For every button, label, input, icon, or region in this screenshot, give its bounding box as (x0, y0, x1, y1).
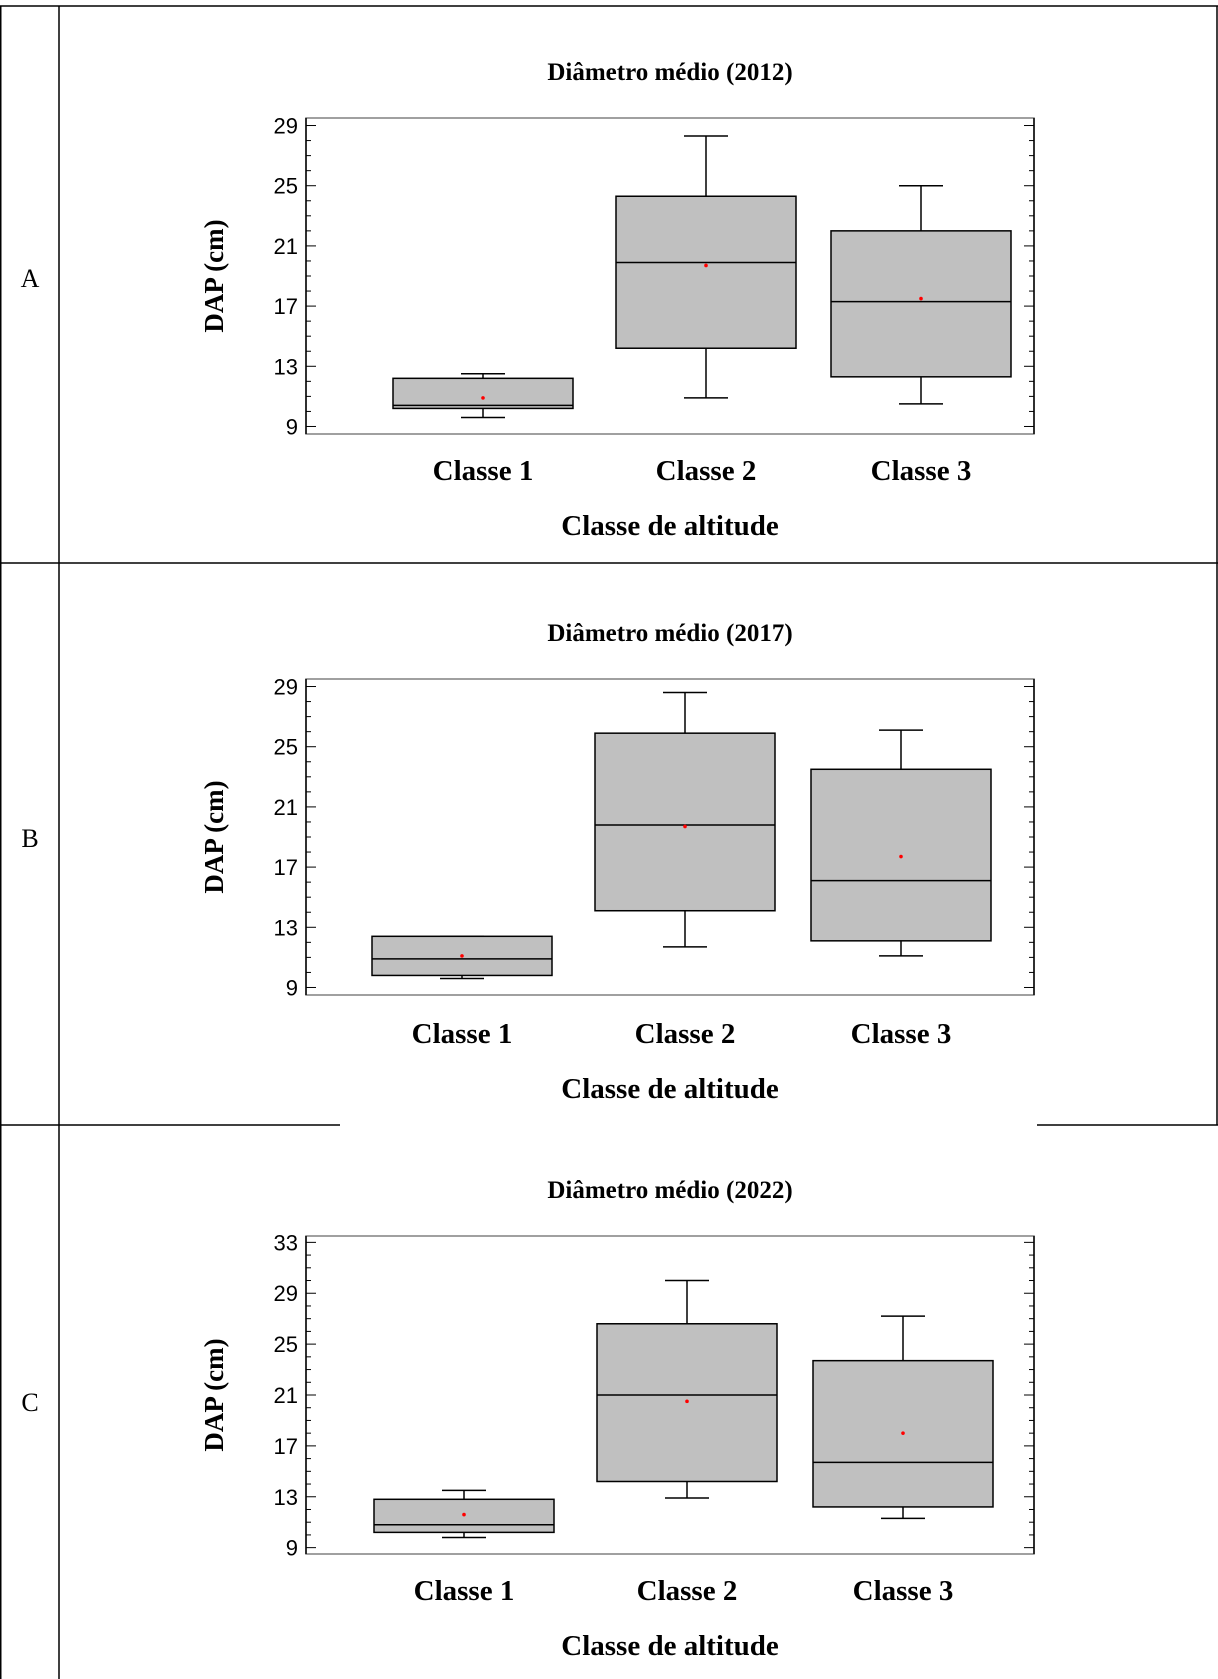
box-1 (371, 935, 553, 980)
boxplot-chart-2017: Diâmetro médio (2017) 9 13 17 21 25 29 DAP (cm)… (199, 620, 1035, 1105)
y-tick-label: 17 (274, 1434, 298, 1459)
y-tick-label: 21 (274, 1383, 298, 1408)
y-tick-label: 29 (274, 114, 298, 139)
chart-title: Diâmetro médio (2022) (547, 1177, 792, 1204)
y-tick-label: 25 (274, 1332, 298, 1357)
mean-marker (899, 854, 903, 859)
iqr-box (830, 230, 1012, 378)
mean-marker (901, 1431, 905, 1435)
panel-a: A Diâmetro médio (2012) 9 13 17 21 25 29 DAP (c… (0, 0, 1218, 563)
box-1 (392, 373, 574, 419)
box-2 (596, 1279, 778, 1499)
box-3 (812, 1315, 994, 1520)
y-tick-label: 29 (274, 675, 298, 700)
panel-c: C Diâmetro médio (2022) 9 13 17 21 25 29 33 DAP … (0, 1125, 1218, 1679)
mean-marker (481, 396, 485, 400)
y-tick-label: 25 (274, 735, 298, 760)
x-axis-label: Classe de altitude (561, 510, 779, 542)
box-3 (830, 184, 1012, 405)
boxplot-chart-2012: Diâmetro médio (2012) 9 13 17 21 25 29 DAP (cm)… (199, 59, 1035, 542)
x-category-label: Classe 3 (853, 1575, 954, 1607)
x-category-label: Classe 1 (414, 1575, 515, 1607)
x-category-label: Classe 3 (871, 455, 972, 487)
y-tick-label: 13 (274, 1485, 298, 1510)
chart-title: Diâmetro médio (2017) (547, 620, 792, 647)
box-2 (615, 135, 797, 399)
y-tick-label: 21 (274, 234, 298, 259)
mean-marker (460, 954, 464, 958)
x-category-label: Classe 2 (637, 1575, 738, 1607)
x-category-label: Classe 3 (851, 1018, 952, 1050)
iqr-box (615, 195, 797, 349)
y-tick-label: 9 (286, 1536, 298, 1561)
box-2 (594, 691, 776, 948)
y-tick-label: 33 (274, 1230, 298, 1255)
iqr-box (371, 935, 553, 977)
y-tick-label: 13 (274, 915, 298, 940)
y-tick-label: 17 (274, 855, 298, 880)
mean-marker (704, 263, 708, 268)
box-3 (810, 729, 992, 957)
y-tick-label: 25 (274, 174, 298, 199)
box-1 (373, 1489, 555, 1539)
mean-marker (462, 1512, 466, 1517)
x-category-label: Classe 1 (412, 1018, 513, 1050)
boxplot-chart-2022: Diâmetro médio (2022) 9 13 17 21 25 29 33 DAP (c… (199, 1177, 1035, 1662)
mean-marker (919, 296, 923, 301)
x-category-label: Classe 1 (433, 455, 534, 487)
y-tick-label: 9 (286, 975, 298, 1000)
panel-label: B (21, 824, 39, 853)
y-tick-label: 21 (274, 795, 298, 820)
y-axis-label: DAP (cm) (199, 1338, 229, 1451)
mean-marker (683, 824, 687, 829)
chart-title: Diâmetro médio (2012) (547, 59, 792, 86)
x-category-label: Classe 2 (635, 1018, 736, 1050)
x-category-label: Classe 2 (656, 455, 757, 487)
x-axis-label: Classe de altitude (561, 1073, 779, 1105)
iqr-box (594, 732, 776, 912)
y-axis-label: DAP (cm) (199, 780, 229, 893)
y-tick-label: 17 (274, 294, 298, 319)
panel-b: B Diâmetro médio (2017) 9 13 17 21 25 29 DAP (c… (0, 563, 1218, 1125)
panel-label: C (21, 1388, 39, 1417)
y-tick-label: 9 (286, 414, 298, 439)
y-axis-label: DAP (cm) (199, 219, 229, 332)
y-tick-label: 29 (274, 1281, 298, 1306)
iqr-box (392, 377, 574, 410)
panel-label: A (20, 264, 40, 293)
x-axis-label: Classe de altitude (561, 1630, 779, 1662)
y-tick-label: 13 (274, 354, 298, 379)
mean-marker (685, 1399, 689, 1404)
